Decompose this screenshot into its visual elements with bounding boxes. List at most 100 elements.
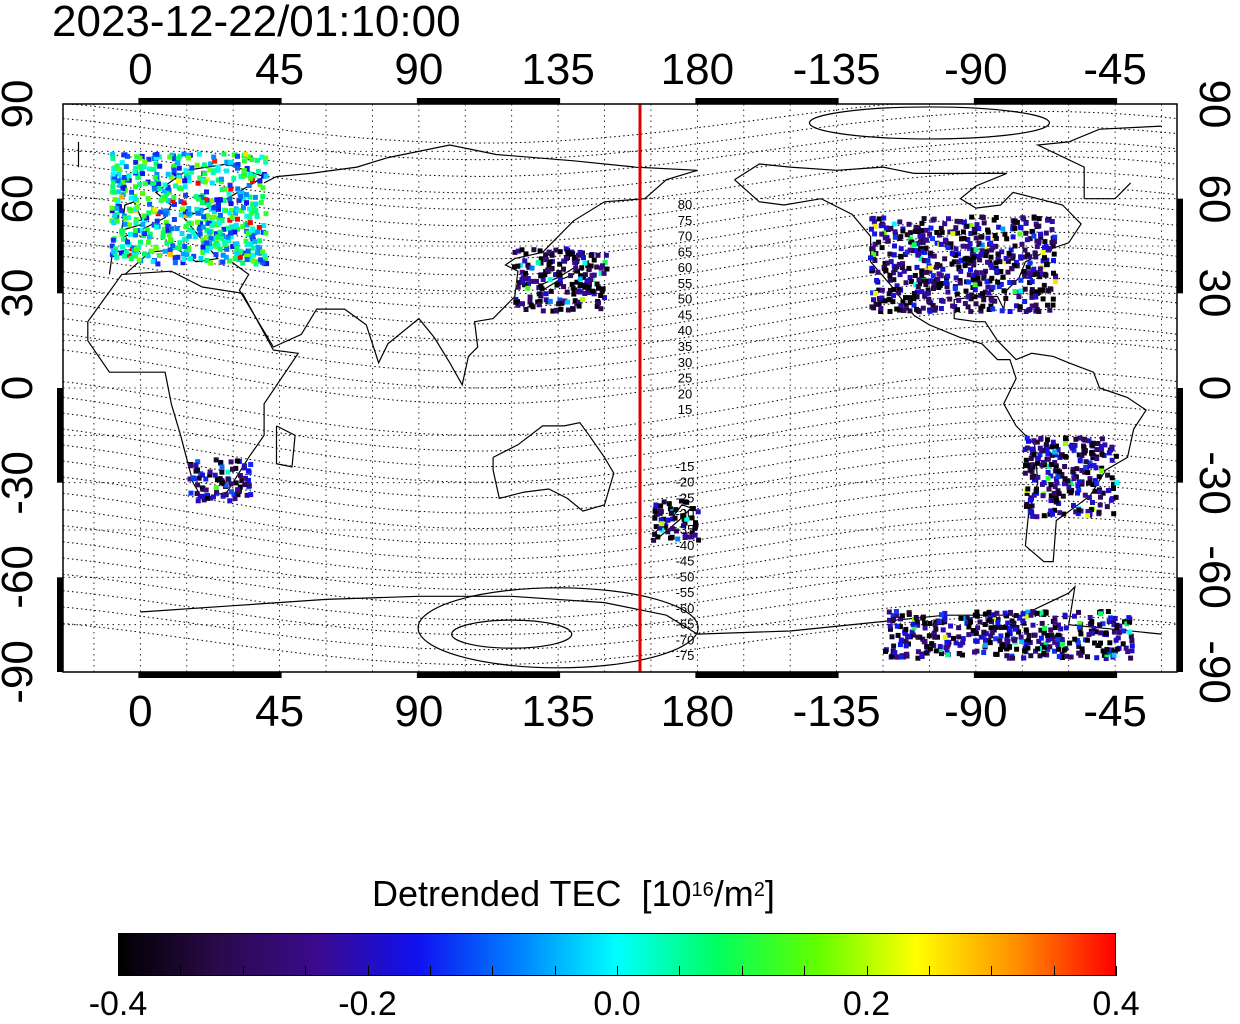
tec-pixel: [885, 238, 891, 244]
colorbar-tick-label: -0.2: [338, 985, 397, 1023]
tec-pixel: [898, 654, 904, 660]
tec-pixel: [1037, 287, 1043, 293]
tec-pixel: [952, 286, 958, 292]
tec-pixel: [195, 498, 201, 504]
contour-line: [63, 451, 1177, 514]
tec-pixel: [144, 215, 150, 221]
tec-pixel: [895, 632, 901, 638]
tec-pixel: [1040, 249, 1046, 255]
tec-pixel: [217, 229, 223, 235]
tec-pixel: [522, 258, 528, 264]
tec-pixel: [1051, 490, 1057, 496]
tec-pixel: [569, 281, 575, 287]
tec-pixel: [161, 226, 167, 232]
tec-pixel: [911, 291, 917, 296]
tec-pixel: [1055, 447, 1061, 453]
tec-pixel: [995, 620, 1001, 626]
tec-pixel: [959, 236, 964, 242]
tec-pixel: [1081, 436, 1087, 442]
tec-pixel: [1019, 639, 1025, 645]
tec-pixel: [924, 644, 930, 649]
tec-pixel: [582, 291, 588, 296]
tec-pixel: [246, 154, 252, 160]
tec-pixel: [145, 253, 151, 259]
tec-pixel: [1072, 442, 1078, 448]
tec-pixel: [934, 262, 940, 267]
tec-pixel: [969, 292, 975, 298]
grid-lines: [63, 104, 1177, 672]
tec-pixel: [889, 653, 895, 659]
tec-pixel: [244, 213, 250, 219]
tec-pixel: [1128, 655, 1134, 661]
tec-pixel: [981, 273, 987, 278]
tec-pixel: [1053, 275, 1059, 281]
tec-pixel: [1078, 631, 1084, 637]
tec-pixel: [1061, 647, 1067, 653]
tec-pixel: [213, 457, 219, 463]
tec-pixel: [1016, 294, 1022, 300]
tec-pixel: [945, 273, 951, 279]
tec-pixel: [188, 490, 194, 496]
tec-pixel: [572, 287, 578, 293]
tec-pixel: [1076, 452, 1082, 458]
tec-pixel: [136, 257, 142, 263]
tec-pixel: [553, 272, 558, 278]
tec-pixel: [1048, 473, 1054, 479]
tec-pixel: [1089, 630, 1095, 636]
tec-pixel: [939, 612, 944, 618]
tec-pixel: [1022, 247, 1028, 253]
tec-pixel: [661, 499, 667, 505]
tec-pixel: [1057, 469, 1062, 475]
tec-pixel: [1012, 637, 1017, 643]
tec-pixel: [540, 277, 546, 282]
tec-pixel: [1097, 502, 1103, 508]
tec-pixel: [217, 212, 223, 218]
tec-pixel: [179, 231, 185, 236]
tec-pixel: [111, 166, 117, 172]
tec-pixel: [878, 306, 884, 311]
tec-pixel: [968, 223, 974, 228]
tec-pixel: [979, 270, 985, 276]
tec-pixel: [189, 165, 195, 171]
tec-pixel: [241, 158, 247, 164]
tec-pixel: [1098, 611, 1103, 617]
tec-pixel: [673, 507, 679, 513]
tec-pixel: [955, 307, 960, 313]
colorbar-label: Detrended TEC: [372, 873, 622, 914]
tec-pixel: [1062, 454, 1068, 459]
tec-pixel: [144, 227, 150, 233]
tec-pixel: [692, 532, 698, 538]
tec-pixel: [576, 299, 582, 305]
tec-pixel: [991, 627, 997, 633]
y-tick-right: -90: [1190, 640, 1239, 704]
tec-pixel: [943, 280, 949, 286]
tec-pixel: [930, 236, 935, 242]
tec-pixel: [1007, 309, 1013, 314]
tec-pixel: [132, 228, 138, 233]
tec-pixel: [933, 305, 939, 311]
frame-bar-bottom: [416, 672, 561, 678]
tec-pixel: [114, 218, 120, 224]
tec-pixel: [110, 171, 116, 177]
tec-pixel: [1031, 452, 1037, 458]
tec-pixel: [973, 270, 979, 276]
tec-pixel: [133, 232, 138, 238]
tec-pixel: [213, 231, 219, 237]
tec-pixel: [111, 189, 117, 195]
tec-pixel: [906, 610, 912, 616]
tec-pixel: [909, 239, 915, 245]
tec-pixel: [171, 156, 177, 162]
tec-pixel: [525, 285, 531, 291]
tec-pixel: [917, 233, 923, 239]
tec-pixel: [886, 609, 892, 615]
tec-pixel: [1041, 644, 1047, 650]
tec-pixel: [1017, 615, 1023, 621]
tec-pixel: [1076, 644, 1082, 649]
tec-pixel: [111, 220, 117, 225]
tec-pixel: [150, 259, 156, 265]
tec-pixel: [248, 462, 254, 467]
tec-pixel: [658, 503, 664, 509]
tec-pixel: [173, 183, 178, 189]
tec-pixel: [934, 230, 940, 235]
contour-label: 60: [678, 260, 692, 275]
